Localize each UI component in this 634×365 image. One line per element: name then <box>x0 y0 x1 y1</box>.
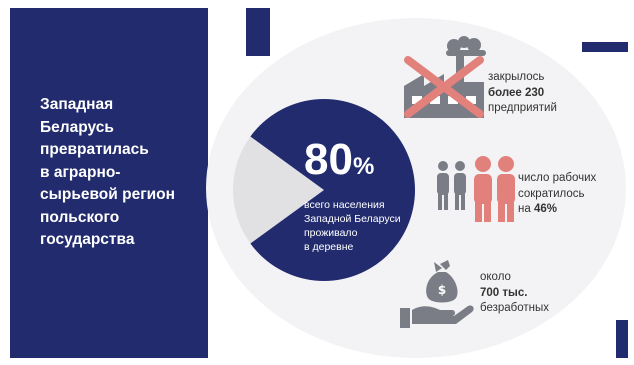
crossed-out-factory-icon <box>396 36 496 118</box>
fact-workers-line1: число рабочих <box>518 171 596 187</box>
fact-unemployed-value: 700 тыс. <box>480 287 527 299</box>
fact-unemployed-line1: около <box>480 270 549 286</box>
fact-factories-value: более 230 <box>488 87 544 99</box>
people-icon <box>434 154 520 224</box>
infographic-slide: Западная Беларусь превратилась в аграрно… <box>10 8 628 358</box>
pie-caption-line: Западной Беларуси <box>304 212 424 226</box>
fact-unemployed: около 700 тыс. безработных <box>480 270 549 317</box>
fact-workers-value: 46% <box>534 203 557 215</box>
headline-line: в аграрно- <box>40 162 200 185</box>
fact-workers: число рабочих сократилось на 46% <box>518 171 596 218</box>
percent-value: 80% <box>304 138 374 189</box>
headline-line: Западная <box>40 94 200 117</box>
headline-line: Беларусь <box>40 117 200 140</box>
pie-caption-line: всего населения <box>304 198 424 212</box>
headline-line: сырьевой регион <box>40 184 200 207</box>
pie-caption: всего населения Западной Беларуси прожив… <box>304 198 424 254</box>
deco-bar-right <box>582 42 628 52</box>
money-bag-hand-icon: $ <box>396 258 476 330</box>
headline: Западная Беларусь превратилась в аграрно… <box>40 94 200 252</box>
headline-line: превратилась <box>40 139 200 162</box>
percent-number: 80 <box>304 135 353 184</box>
pie-caption-line: проживало <box>304 226 424 240</box>
fact-workers-line2: сократилось <box>518 187 596 203</box>
headline-line: польского <box>40 207 200 230</box>
fact-factories-line1: закрылось <box>488 70 557 86</box>
pie-caption-line: в деревне <box>304 240 424 254</box>
fact-unemployed-line3: безработных <box>480 301 549 317</box>
fact-factories-line3: предприятий <box>488 101 557 117</box>
fact-workers-prefix: на <box>518 203 534 215</box>
coin-symbol: $ <box>438 283 446 297</box>
deco-bar-top <box>246 8 270 56</box>
deco-bar-bottom <box>616 320 628 358</box>
percent-sign: % <box>353 153 374 180</box>
fact-factories: закрылось более 230 предприятий <box>488 70 557 117</box>
headline-line: государства <box>40 229 200 252</box>
